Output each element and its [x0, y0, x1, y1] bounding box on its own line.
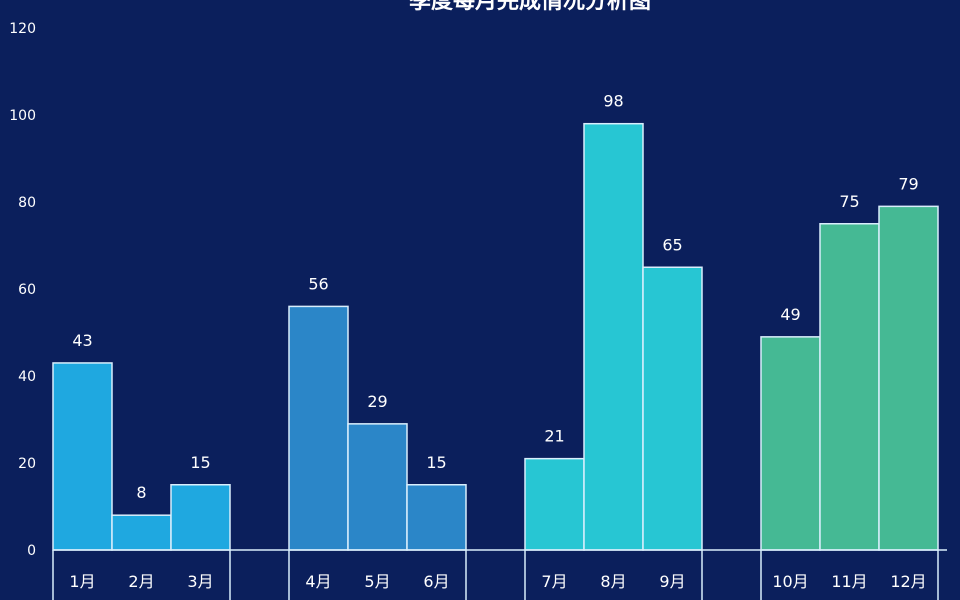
bar-6月	[406, 484, 467, 551]
x-tick-label-2月: 2月	[128, 572, 154, 591]
bar-2月	[111, 514, 172, 551]
x-tick-label-7月: 7月	[541, 572, 567, 591]
data-label-4月: 56	[308, 274, 328, 293]
bars	[52, 122, 939, 551]
data-label-9月: 65	[662, 235, 682, 254]
y-tick-label: 0	[27, 543, 36, 559]
y-tick-label: 80	[18, 195, 36, 211]
x-tick-label-9月: 9月	[659, 572, 685, 591]
bar-12月	[878, 205, 939, 551]
x-tick-label-1月: 1月	[69, 572, 95, 591]
bar-1月	[52, 362, 113, 551]
y-tick-label: 60	[18, 282, 36, 298]
y-tick-label: 40	[18, 369, 36, 385]
x-tick-label-6月: 6月	[423, 572, 449, 591]
data-label-10月: 49	[780, 305, 800, 324]
x-tick-label-8月: 8月	[600, 572, 626, 591]
bar-4月	[288, 305, 349, 551]
chart-title: 季度每月完成情况分析图	[409, 0, 651, 14]
bar-9月	[642, 266, 703, 551]
data-label-8月: 98	[603, 92, 623, 111]
x-tick-label-3月: 3月	[187, 572, 213, 591]
data-label-2月: 8	[136, 483, 146, 502]
x-tick-label-10月: 10月	[772, 572, 808, 591]
bar-3月	[170, 484, 231, 551]
x-tick-label-12月: 12月	[890, 572, 926, 591]
data-label-3月: 15	[190, 453, 210, 472]
y-tick-label: 100	[9, 108, 36, 124]
bar-5月	[347, 423, 408, 551]
y-tick-label: 20	[18, 456, 36, 472]
x-axis: 1月 2月 3月 4月 5月 6月 7月 8月 9月 10月 11月 12月	[52, 549, 947, 600]
data-label-5月: 29	[367, 392, 387, 411]
bar-8月	[583, 122, 644, 551]
bar-7月	[524, 457, 585, 551]
data-label-7月: 21	[544, 427, 564, 446]
bar-11月	[819, 223, 880, 551]
data-label-6月: 15	[426, 453, 446, 472]
data-label-12月: 79	[898, 174, 918, 193]
x-tick-label-4月: 4月	[305, 572, 331, 591]
y-tick-label: 120	[9, 21, 36, 37]
x-tick-label-11月: 11月	[831, 572, 867, 591]
data-label-1月: 43	[72, 331, 92, 350]
y-axis-labels: 0 20 40 60 80 100 120	[9, 21, 36, 559]
data-labels: 43 8 15 56 29 15 21 98 65 49 75 79	[72, 92, 918, 503]
x-tick-label-5月: 5月	[364, 572, 390, 591]
bar-10月	[760, 336, 821, 551]
data-label-11月: 75	[839, 192, 859, 211]
